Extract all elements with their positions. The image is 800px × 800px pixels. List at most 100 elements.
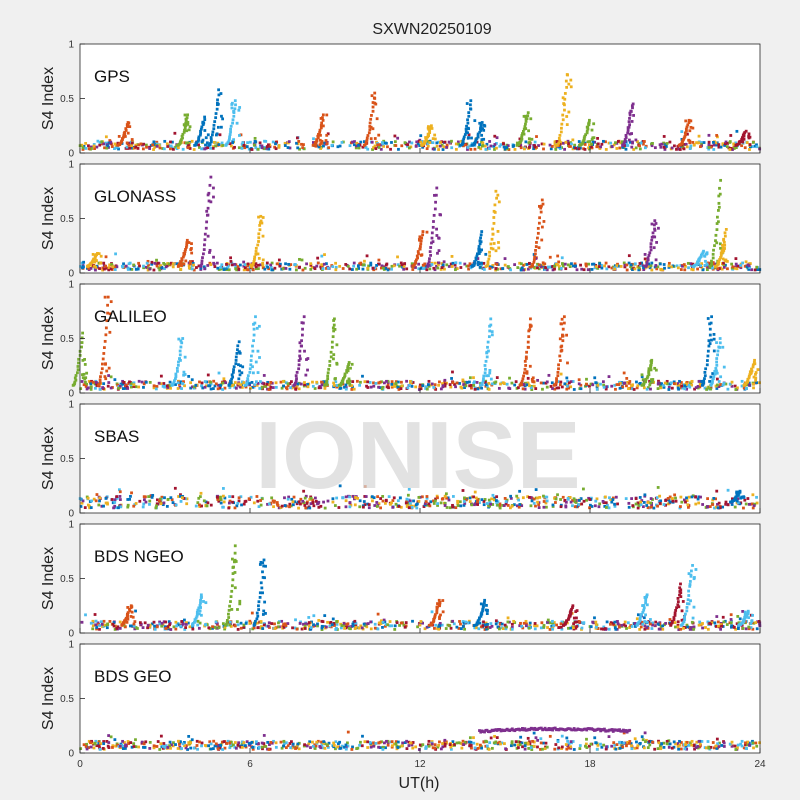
data-point bbox=[299, 497, 303, 501]
data-point bbox=[242, 268, 246, 272]
spike-point bbox=[590, 138, 594, 141]
data-point bbox=[286, 382, 290, 386]
spike-point bbox=[348, 382, 352, 386]
data-point bbox=[662, 383, 666, 387]
spike-point bbox=[466, 121, 470, 125]
data-point bbox=[570, 262, 573, 266]
data-point bbox=[590, 505, 594, 508]
data-point bbox=[100, 140, 104, 144]
data-point bbox=[155, 502, 159, 506]
data-point bbox=[432, 385, 436, 389]
data-point bbox=[451, 495, 455, 498]
data-point bbox=[716, 503, 719, 506]
data-point bbox=[427, 379, 431, 383]
spike-point bbox=[183, 355, 187, 359]
data-point bbox=[129, 494, 132, 498]
data-point bbox=[659, 267, 663, 271]
data-point bbox=[730, 503, 734, 506]
spike-point bbox=[212, 195, 215, 199]
data-point bbox=[235, 268, 239, 272]
data-point bbox=[431, 141, 435, 145]
data-point bbox=[140, 380, 144, 384]
data-point bbox=[571, 499, 574, 502]
data-point bbox=[259, 503, 263, 507]
data-point bbox=[544, 501, 548, 505]
y-tick-label: 1 bbox=[68, 400, 74, 411]
spike-point bbox=[252, 322, 255, 326]
data-point bbox=[370, 495, 374, 499]
spike-point bbox=[106, 303, 109, 307]
data-point bbox=[97, 503, 101, 507]
spike-point bbox=[650, 378, 653, 382]
spike-point bbox=[231, 572, 235, 575]
spike-point bbox=[326, 377, 330, 381]
data-point bbox=[373, 504, 377, 507]
data-point bbox=[163, 267, 166, 271]
data-point bbox=[488, 504, 491, 508]
data-point bbox=[169, 496, 173, 500]
data-point bbox=[288, 146, 292, 150]
spike-point bbox=[295, 370, 299, 374]
spike-point bbox=[704, 259, 707, 263]
data-point bbox=[374, 382, 378, 385]
data-point bbox=[348, 505, 352, 509]
spike-point bbox=[430, 231, 434, 235]
spike-point bbox=[199, 601, 202, 605]
data-point bbox=[463, 501, 467, 505]
spike-point bbox=[231, 578, 235, 582]
spike-point bbox=[320, 121, 324, 125]
data-point bbox=[188, 147, 192, 150]
data-point bbox=[519, 146, 523, 150]
data-point bbox=[81, 499, 85, 503]
data-point bbox=[671, 264, 675, 268]
spike-point bbox=[741, 133, 745, 137]
data-point bbox=[242, 502, 246, 506]
data-point bbox=[443, 502, 447, 505]
spike-point bbox=[83, 363, 87, 366]
data-point bbox=[203, 380, 207, 383]
spike-point bbox=[75, 371, 79, 375]
data-point bbox=[334, 380, 338, 384]
spike-point bbox=[524, 120, 528, 123]
data-point bbox=[533, 144, 537, 148]
data-point bbox=[489, 377, 493, 381]
data-point bbox=[198, 503, 201, 507]
spike-point bbox=[711, 379, 714, 383]
data-point bbox=[440, 266, 444, 270]
data-point bbox=[337, 506, 341, 509]
spike-point bbox=[433, 137, 437, 141]
data-point bbox=[507, 620, 511, 624]
data-point bbox=[89, 145, 93, 149]
data-point bbox=[546, 265, 550, 269]
spike-point bbox=[481, 607, 485, 611]
data-point bbox=[99, 620, 103, 624]
data-point bbox=[610, 145, 614, 149]
data-point bbox=[347, 625, 350, 629]
data-point bbox=[619, 141, 623, 145]
data-point bbox=[289, 263, 293, 267]
data-point bbox=[136, 267, 140, 271]
data-point bbox=[260, 146, 264, 150]
data-point bbox=[451, 370, 454, 374]
spike-point bbox=[435, 234, 439, 237]
data-point bbox=[187, 264, 191, 268]
spike-point bbox=[261, 216, 265, 219]
spike-point bbox=[257, 240, 260, 243]
spike-point bbox=[184, 121, 188, 125]
data-point bbox=[335, 620, 339, 623]
data-point bbox=[114, 252, 117, 256]
data-point bbox=[461, 378, 465, 382]
data-point bbox=[171, 501, 175, 504]
data-point bbox=[555, 140, 559, 143]
data-point bbox=[438, 624, 442, 628]
data-point bbox=[298, 622, 302, 625]
data-point bbox=[425, 147, 429, 151]
data-point bbox=[639, 500, 643, 504]
spike-point bbox=[439, 213, 442, 217]
spike-point bbox=[555, 379, 558, 383]
data-point bbox=[309, 496, 313, 500]
data-point bbox=[137, 385, 141, 389]
data-point bbox=[616, 262, 619, 266]
data-point bbox=[622, 623, 626, 627]
data-point bbox=[311, 498, 315, 502]
